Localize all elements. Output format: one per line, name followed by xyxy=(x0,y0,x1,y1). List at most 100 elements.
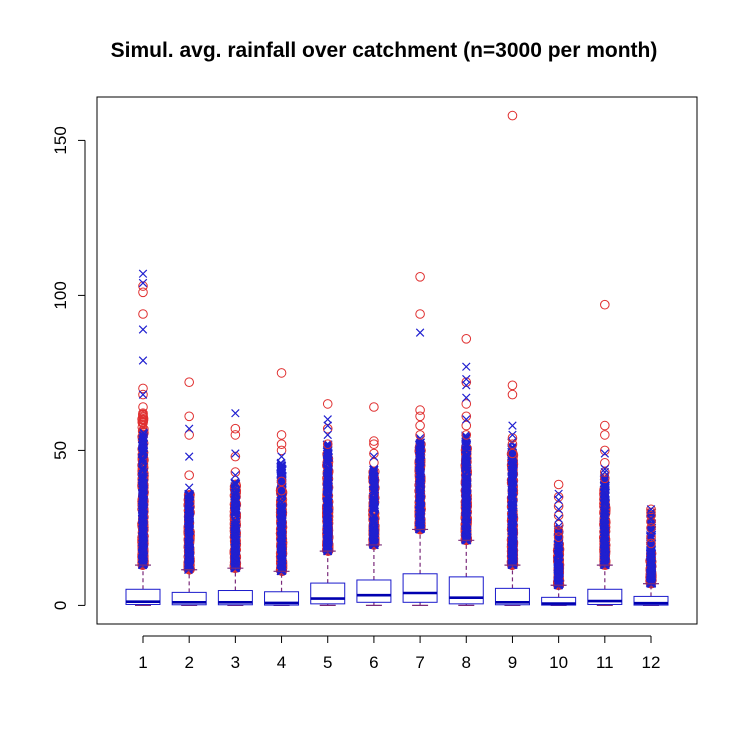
outlier-cross xyxy=(508,430,517,440)
iqr-box xyxy=(494,587,530,606)
x-tick-label: 4 xyxy=(277,653,286,672)
outlier-cross xyxy=(324,541,333,550)
outlier-circle xyxy=(369,448,379,459)
outlier-cross xyxy=(184,514,194,524)
outlier-cross xyxy=(231,521,241,530)
outlier-cross xyxy=(277,461,286,471)
x-tick-label: 12 xyxy=(642,653,661,672)
outlier-cross xyxy=(139,488,148,498)
outlier-circle xyxy=(184,411,194,422)
dense-outliers-blue xyxy=(368,465,380,550)
outlier-cross xyxy=(184,501,194,510)
outlier-circle xyxy=(646,532,656,543)
outlier-cross xyxy=(416,517,425,527)
outlier-cross xyxy=(276,470,285,479)
outlier-cross xyxy=(461,474,470,483)
outlier-cross xyxy=(509,542,518,552)
outlier-cross xyxy=(462,480,471,490)
outlier-circle xyxy=(230,423,241,434)
outlier-cross xyxy=(137,515,147,524)
outlier-cross xyxy=(600,529,609,539)
outlier-circle xyxy=(415,405,425,415)
outlier-cross xyxy=(508,512,517,522)
outlier-cross xyxy=(230,534,240,543)
outlier-cross xyxy=(647,565,656,575)
outlier-cross xyxy=(416,521,425,530)
outlier-cross xyxy=(184,483,194,492)
iqr-box xyxy=(356,579,392,603)
outlier-circle xyxy=(600,467,610,477)
outlier-cross xyxy=(184,546,193,556)
outlier-circle xyxy=(646,516,656,527)
outlier-cross xyxy=(184,550,193,560)
x-tick-label: 10 xyxy=(549,653,568,672)
outlier-cross xyxy=(462,490,471,500)
outlier-cross xyxy=(232,508,241,517)
x-tick-label: 8 xyxy=(462,653,471,672)
outlier-cross xyxy=(600,449,610,458)
outlier-circle xyxy=(600,458,610,468)
outlier-cross xyxy=(554,505,563,514)
outlier-cross xyxy=(370,511,380,520)
outlier-cross xyxy=(278,503,287,512)
outlier-circle xyxy=(461,399,472,409)
outlier-circle xyxy=(184,470,194,481)
outlier-cross xyxy=(462,473,472,483)
outlier-cross xyxy=(138,441,147,451)
outlier-cross xyxy=(415,499,424,508)
outlier-circle xyxy=(646,504,656,515)
iqr-box xyxy=(310,582,346,605)
outlier-cross xyxy=(462,393,471,402)
dense-outliers-blue xyxy=(553,521,564,590)
outlier-circle xyxy=(138,411,148,422)
outlier-cross xyxy=(600,464,610,474)
outlier-circle xyxy=(507,110,518,121)
dense-outliers-blue xyxy=(599,472,611,570)
outlier-cross xyxy=(137,438,147,448)
outlier-circle xyxy=(553,520,564,530)
outlier-cross xyxy=(230,551,239,561)
outlier-circle xyxy=(138,402,148,412)
outlier-cross xyxy=(277,544,286,553)
x-axis: 1 2 3 4 5 6 7 8 9 10 11 12 xyxy=(138,635,661,672)
dense-outliers-blue xyxy=(322,440,333,556)
outlier-cross xyxy=(184,513,194,523)
outlier-circle xyxy=(461,430,472,440)
outlier-cross xyxy=(416,486,426,495)
x-tick-label: 11 xyxy=(596,653,614,672)
outlier-circle xyxy=(646,523,656,533)
outlier-cross xyxy=(601,549,610,558)
outlier-circle xyxy=(415,272,425,282)
outlier-circle xyxy=(553,526,564,536)
outlier-cross xyxy=(601,510,610,520)
outlier-cross xyxy=(277,555,286,565)
outlier-circle xyxy=(276,430,287,440)
outlier-cross xyxy=(369,452,379,461)
box-group-month-3 xyxy=(217,408,253,607)
outlier-cross xyxy=(461,450,471,460)
outlier-circle xyxy=(415,430,425,440)
box-group-month-10 xyxy=(541,479,577,607)
y-tick-label: 100 xyxy=(51,281,70,309)
outlier-cross xyxy=(231,505,241,514)
outlier-cross xyxy=(600,541,609,551)
outlier-cross xyxy=(323,528,332,538)
outlier-cross xyxy=(369,511,379,521)
outlier-circle xyxy=(646,510,656,521)
dense-outliers-blue xyxy=(183,489,195,574)
outlier-cross xyxy=(138,502,148,511)
chart-title: Simul. avg. rainfall over catchment (n=3… xyxy=(111,39,658,62)
outlier-cross xyxy=(277,512,286,522)
outlier-cross xyxy=(462,415,471,424)
outlier-cross xyxy=(507,465,516,475)
outlier-circle xyxy=(415,420,425,431)
box-group-month-8 xyxy=(448,334,484,607)
box-series xyxy=(125,110,669,607)
outlier-cross xyxy=(554,514,563,523)
outlier-cross xyxy=(231,511,241,521)
outlier-cross xyxy=(276,496,285,506)
outlier-cross xyxy=(415,452,425,462)
outlier-cross xyxy=(230,553,240,563)
outlier-cross xyxy=(462,442,472,451)
outlier-cross xyxy=(323,482,332,492)
